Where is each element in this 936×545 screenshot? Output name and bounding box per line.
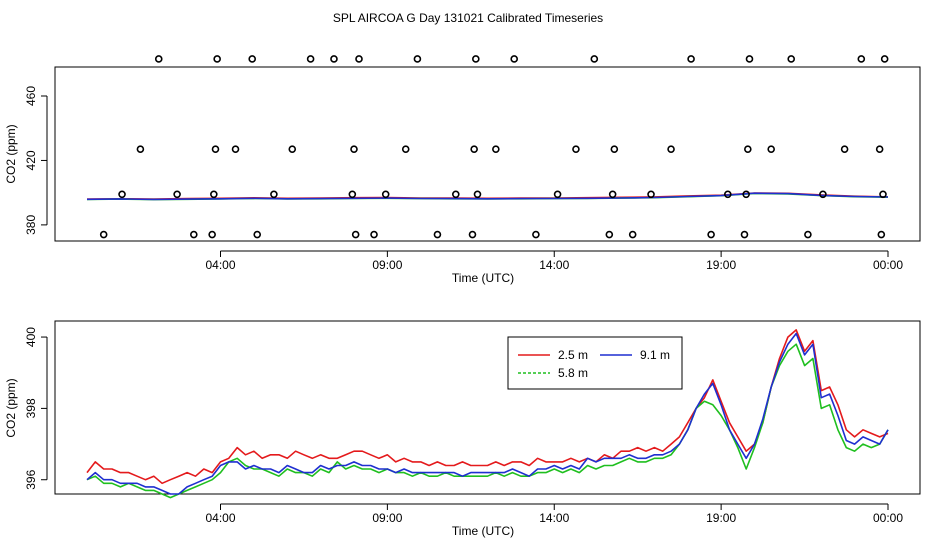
legend: 2.5 m 9.1 m 5.8 m [507, 336, 683, 390]
legend-box [507, 336, 683, 390]
bottom-x-tick-label: 09:00 [372, 511, 402, 525]
top-y-tick-label: 420 [24, 150, 38, 170]
top-sample-point [213, 55, 221, 63]
top-sample-point [173, 190, 181, 199]
top-sample-point [211, 145, 220, 153]
top-series-line-9-1-m [86, 192, 889, 201]
top-x-tick-label: 09:00 [372, 258, 402, 272]
top-sample-point [288, 145, 297, 153]
top-sample-point [787, 55, 796, 63]
top-sample-point [470, 145, 478, 153]
bottom-panel: Time (UTC) CO2 (ppm) 2.5 m 9.1 m 5.8 m 0… [4, 320, 921, 538]
top-sample-point [880, 55, 889, 63]
top-sample-point [118, 190, 126, 199]
top-sample-point [532, 230, 540, 239]
top-sample-point [875, 145, 884, 153]
bottom-series-line-5-8-m [86, 343, 889, 499]
figure-title: SPL AIRCOA G Day 131021 Calibrated Times… [333, 11, 603, 25]
legend-label-2-5m: 2.5 m [558, 348, 588, 362]
top-y-tick-label: 460 [24, 86, 38, 106]
top-sample-point [767, 145, 775, 153]
top-sample-point [628, 230, 637, 239]
top-sample-point [350, 145, 358, 153]
top-sample-point [472, 55, 480, 63]
bottom-y-tick-label: 396 [24, 469, 38, 489]
top-sample-point [253, 230, 262, 239]
bottom-series-line-2-5-m [86, 329, 889, 485]
top-y-axis-label: CO2 (ppm) [4, 124, 18, 183]
top-sample-point [804, 230, 812, 239]
top-x-tick-label: 19:00 [706, 258, 736, 272]
top-sample-point [879, 190, 887, 199]
top-sample-point [355, 55, 363, 63]
bottom-y-tick-label: 398 [24, 398, 38, 418]
top-sample-point [740, 230, 749, 239]
top-sample-point [248, 55, 257, 63]
legend-label-9-1m: 9.1 m [640, 348, 670, 362]
top-sample-point [610, 145, 619, 153]
top-sample-point [136, 145, 145, 153]
top-x-tick-label: 04:00 [205, 258, 235, 272]
top-sample-point [687, 55, 695, 63]
legend-label-5-8m: 5.8 m [558, 366, 588, 380]
top-sample-point [210, 190, 218, 199]
top-sample-point [647, 190, 655, 199]
top-sample-point [605, 230, 614, 239]
bottom-x-axis-label: Time (UTC) [452, 524, 514, 538]
bottom-plot-frame [54, 320, 921, 495]
top-sample-point [413, 55, 422, 63]
top-sample-point [330, 55, 338, 63]
top-sample-point [99, 230, 108, 239]
top-sample-point [553, 190, 562, 199]
top-sample-point [154, 55, 163, 63]
top-sample-point [270, 190, 278, 199]
top-sample-point [707, 230, 715, 239]
top-sample-point [370, 230, 378, 239]
top-sample-point [231, 145, 240, 153]
top-sample-point [306, 55, 315, 63]
bottom-series-line-9-1-m [86, 332, 889, 495]
top-sample-point [723, 190, 732, 199]
bottom-x-tick-label: 00:00 [873, 511, 903, 525]
bottom-x-tick-label: 14:00 [539, 511, 569, 525]
top-sample-point [473, 190, 482, 199]
top-sample-point [857, 55, 866, 63]
bottom-y-tick-label: 400 [24, 327, 38, 347]
top-sample-point [745, 55, 754, 63]
top-sample-point [744, 145, 752, 153]
top-sample-point [590, 55, 599, 63]
top-sample-point [451, 190, 460, 199]
top-x-tick-label: 14:00 [539, 258, 569, 272]
top-sample-point [742, 190, 750, 199]
top-sample-point [492, 145, 500, 153]
top-sample-point [348, 190, 357, 199]
top-sample-point [351, 230, 360, 239]
top-sample-point [433, 230, 442, 239]
bottom-x-tick-label: 19:00 [706, 511, 736, 525]
top-sample-point [468, 230, 477, 239]
bottom-y-axis-label: CO2 (ppm) [4, 378, 18, 437]
top-sample-point [381, 190, 390, 199]
top-sample-point [877, 230, 886, 239]
top-y-tick-label: 380 [24, 215, 38, 235]
top-x-tick-label: 00:00 [873, 258, 903, 272]
top-sample-point [667, 145, 675, 153]
top-panel: Time (UTC) CO2 (ppm) 04:00 09:00 14:00 19:0… [4, 55, 921, 285]
top-sample-point [608, 190, 617, 199]
top-sample-point [819, 190, 827, 199]
top-plot-frame [54, 66, 921, 242]
top-sample-point [208, 230, 216, 239]
top-sample-point [510, 55, 519, 63]
top-sample-point [572, 145, 580, 153]
top-sample-point [190, 230, 198, 239]
top-x-axis-label: Time (UTC) [452, 271, 514, 285]
top-sample-point [401, 145, 410, 153]
bottom-x-tick-label: 04:00 [205, 511, 235, 525]
top-sample-point [840, 145, 849, 153]
